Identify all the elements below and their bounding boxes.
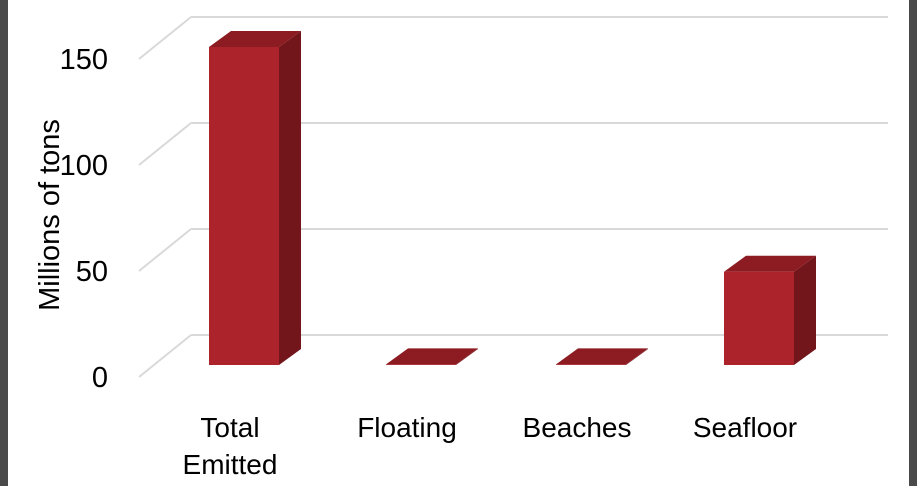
y-tick-labels: 0 50 100 150 [60,44,108,394]
bar-front-face [386,364,456,365]
gridline-depth-100 [138,122,192,166]
x-category-label: Floating [357,412,457,443]
bars [209,31,816,365]
bar-top-face [386,348,478,365]
bar-chart: 0 50 100 150 Total Emitted Floating Beaches Sea… [34,16,888,480]
bar-front-face [209,47,279,365]
bar-top-face [209,31,301,47]
y-tick-label: 100 [60,150,108,182]
bar-side-face [279,31,301,365]
x-category-label: Emitted [183,449,278,480]
y-tick-label: 0 [92,362,108,394]
gridline-depth-0 [138,334,192,378]
bar-floating [386,348,478,365]
bar-front-face [556,364,626,365]
bar-beaches [556,348,648,365]
gridline-depth-150 [138,16,192,60]
x-category-label: Beaches [523,412,632,443]
x-category-label: Total [200,412,259,443]
y-tick-label: 50 [76,256,108,288]
y-tick-label: 150 [60,44,108,76]
x-category-labels: Total Emitted Floating Beaches Seafloor [183,412,798,480]
x-category-label: Seafloor [693,412,797,443]
gridline-depth-50 [138,228,192,272]
bar-side-face [626,348,648,365]
bar-front-face [724,271,794,365]
y-axis-title: Millions of tons [34,119,66,311]
bar-side-face [456,348,478,365]
bar-side-face [794,255,816,365]
bar-top-face [556,348,648,365]
chart-frame: 0 50 100 150 Total Emitted Floating Beaches Sea… [8,0,909,486]
bar-seafloor [724,255,816,365]
bar-top-face [724,255,816,272]
bar-total-emitted [209,31,301,365]
